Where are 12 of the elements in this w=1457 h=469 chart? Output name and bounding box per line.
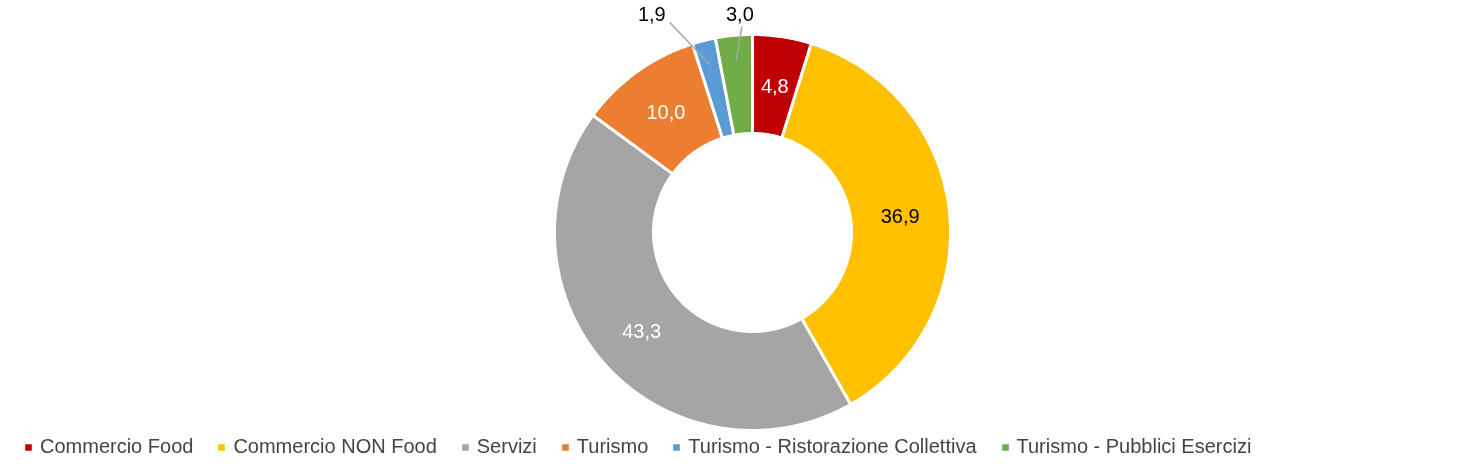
data-label: 43,3 <box>622 320 662 343</box>
legend-label: Commercio NON Food <box>233 435 437 458</box>
data-label: 10,0 <box>646 100 686 123</box>
legend-label: Commercio Food <box>40 435 194 458</box>
data-label: 1,9 <box>637 2 666 25</box>
legend-label: Turismo - Pubblici Esercizi <box>1016 435 1252 458</box>
data-label: 36,9 <box>880 205 920 228</box>
data-label: 3,0 <box>725 2 754 25</box>
legend-label: Turismo - Ristorazione Collettiva <box>688 435 977 458</box>
data-label: 4,8 <box>760 74 789 97</box>
legend-label: Servizi <box>476 435 537 458</box>
legend-label: Turismo <box>576 435 649 458</box>
